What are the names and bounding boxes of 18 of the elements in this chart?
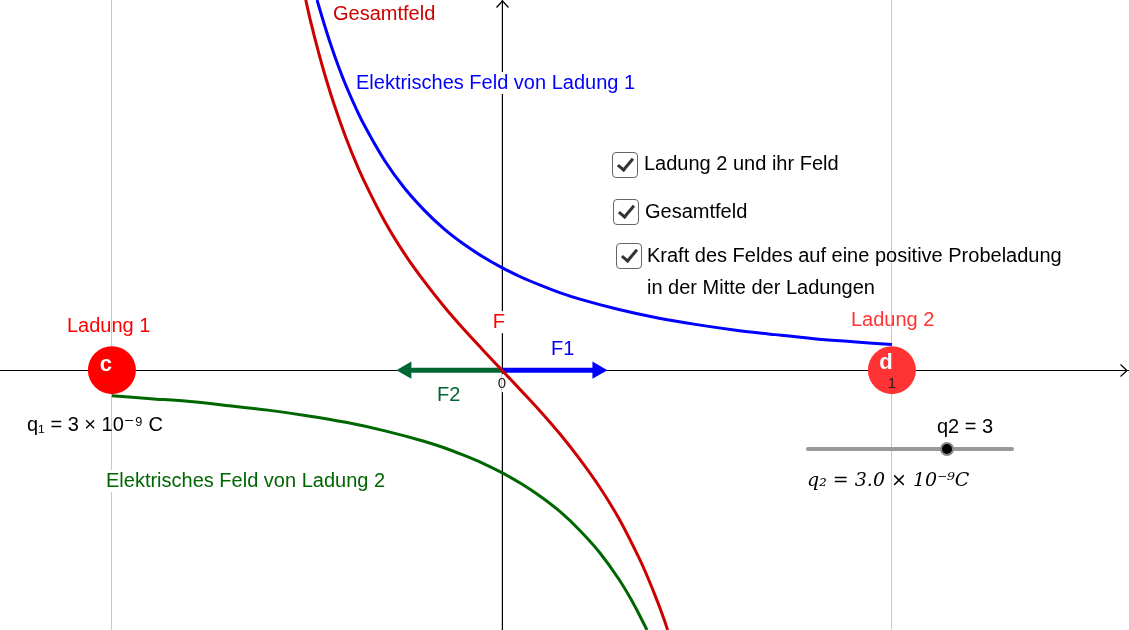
- series-label: F1: [551, 336, 575, 359]
- series-label: Ladung 1: [67, 313, 151, 336]
- annotation: q₂ = 3.0 × 10⁻⁹C: [807, 467, 970, 490]
- annotation: q2 = 3: [937, 414, 994, 437]
- x-tick-label: 1: [887, 374, 897, 392]
- annotation: c: [99, 351, 113, 377]
- annotation: Gesamtfeld: [645, 199, 748, 222]
- annotation: Kraft des Feldes auf eine positive Probeladung in der Mitte der Ladungen: [647, 243, 1062, 298]
- series-label: Elektrisches Feld von Ladung 2: [106, 468, 386, 491]
- x-tick-label: 0: [497, 374, 507, 392]
- series-label: Gesamtfeld: [333, 1, 436, 24]
- annotation: F: [492, 309, 506, 332]
- series-label: F2: [437, 382, 461, 405]
- annotation: q₁ = 3 × 10⁻⁹ C: [27, 412, 163, 435]
- series-label: Ladung 2: [851, 307, 935, 330]
- annotation: d: [879, 349, 893, 375]
- annotation: Ladung 2 und ihr Feld: [644, 151, 839, 174]
- series-label: Elektrisches Feld von Ladung 1: [356, 70, 636, 93]
